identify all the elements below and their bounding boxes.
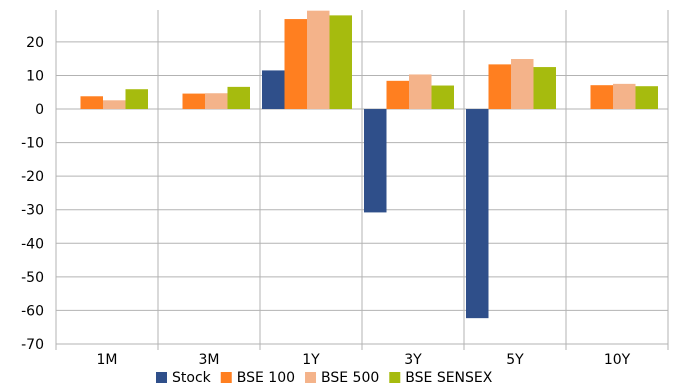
y-tick-label: -40 xyxy=(21,236,44,252)
bar-bse-500-1m xyxy=(103,100,126,110)
bar-bse-sensex-1y xyxy=(329,15,352,110)
x-tick-label: 1Y xyxy=(302,352,320,368)
y-tick-label: -30 xyxy=(21,203,44,219)
gridlines xyxy=(55,10,669,350)
bar-bse-sensex-3m xyxy=(227,86,250,110)
bar-bse-sensex-3y xyxy=(431,85,454,110)
bar-stock-1y xyxy=(262,70,285,110)
bar-bse-500-5y xyxy=(511,59,534,110)
x-tick-labels: 1M 3M 1Y 3Y 5Y 10Y xyxy=(97,352,631,368)
x-tick-label: 3Y xyxy=(404,352,422,368)
y-tick-label: 20 xyxy=(26,35,44,51)
bar-bse-100-1m xyxy=(80,96,103,110)
bar-bse-100-1y xyxy=(284,19,307,110)
bar-bse-100-5y xyxy=(488,64,511,110)
legend-swatch-bse-sensex xyxy=(389,372,401,383)
y-tick-label: -60 xyxy=(21,303,44,319)
y-tick-label: -10 xyxy=(21,136,44,152)
bar-bse-500-10y xyxy=(613,83,636,110)
x-tick-label: 5Y xyxy=(506,352,524,368)
bar-bse-500-3m xyxy=(205,93,228,110)
legend-label: Stock xyxy=(172,370,212,386)
bar-stock-3y xyxy=(364,109,387,213)
x-tick-label: 3M xyxy=(199,352,220,368)
bar-bse-sensex-1m xyxy=(125,89,148,110)
y-tick-label: -20 xyxy=(21,169,44,185)
legend-swatch-bse-100 xyxy=(220,372,232,383)
bar-bse-sensex-5y xyxy=(533,67,556,110)
y-tick-labels: 20 10 0 -10 -20 -30 -40 -50 -60 -70 xyxy=(21,35,44,353)
y-tick-label: 0 xyxy=(35,102,44,118)
bar-bse-100-3y xyxy=(386,80,409,110)
bar-bse-500-3y xyxy=(409,74,432,110)
legend-label: BSE 100 xyxy=(237,370,295,386)
bars xyxy=(80,10,658,319)
y-tick-label: -70 xyxy=(21,337,44,353)
y-tick-label: -50 xyxy=(21,270,44,286)
x-tick-label: 1M xyxy=(97,352,118,368)
y-tick-label: 10 xyxy=(26,68,44,84)
bar-bse-500-1y xyxy=(307,10,330,110)
bar-stock-5y xyxy=(466,109,489,319)
x-tick-label: 10Y xyxy=(604,352,631,368)
bar-bse-100-3m xyxy=(182,93,205,110)
legend-swatch-bse-500 xyxy=(305,372,317,383)
legend: Stock BSE 100 BSE 500 BSE SENSEX xyxy=(156,370,493,386)
legend-label: BSE SENSEX xyxy=(405,370,492,386)
bar-bse-100-10y xyxy=(590,85,613,110)
legend-label: BSE 500 xyxy=(321,370,379,386)
bar-bse-sensex-10y xyxy=(635,86,658,110)
legend-swatch-stock xyxy=(156,372,167,383)
